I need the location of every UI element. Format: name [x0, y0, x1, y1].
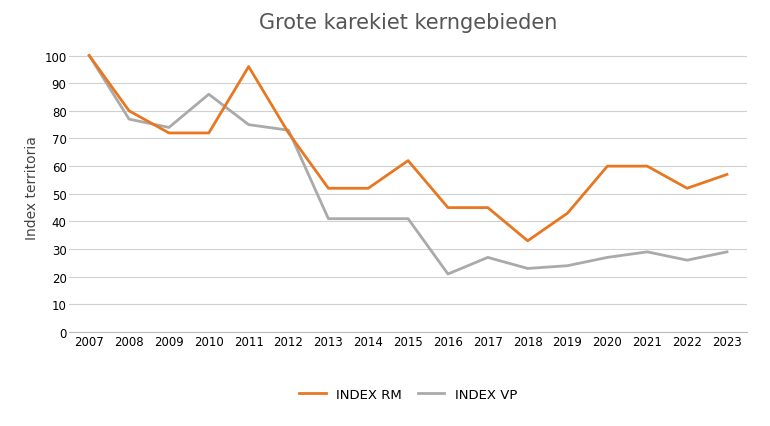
- INDEX VP: [323, 216, 333, 222]
- INDEX VP: [403, 216, 413, 222]
- INDEX RM: [444, 206, 453, 211]
- INDEX RM: [563, 211, 572, 216]
- INDEX RM: [682, 186, 691, 191]
- INDEX RM: [603, 164, 612, 169]
- INDEX RM: [204, 131, 213, 136]
- INDEX VP: [444, 272, 453, 277]
- INDEX RM: [403, 158, 413, 164]
- INDEX RM: [284, 131, 293, 136]
- INDEX VP: [603, 255, 612, 260]
- INDEX VP: [523, 266, 532, 271]
- INDEX VP: [284, 128, 293, 133]
- INDEX RM: [323, 186, 333, 191]
- INDEX RM: [85, 54, 94, 59]
- INDEX VP: [125, 117, 134, 122]
- INDEX RM: [164, 131, 173, 136]
- INDEX VP: [204, 92, 213, 98]
- INDEX VP: [643, 250, 652, 255]
- Line: INDEX RM: INDEX RM: [89, 56, 727, 241]
- INDEX VP: [164, 126, 173, 131]
- INDEX VP: [682, 258, 691, 263]
- INDEX VP: [722, 250, 732, 255]
- INDEX RM: [722, 173, 732, 178]
- INDEX RM: [484, 206, 493, 211]
- INDEX VP: [363, 216, 373, 222]
- INDEX RM: [244, 65, 253, 70]
- Title: Grote karekiet kerngebieden: Grote karekiet kerngebieden: [259, 13, 557, 33]
- INDEX RM: [363, 186, 373, 191]
- INDEX VP: [85, 54, 94, 59]
- INDEX RM: [125, 109, 134, 114]
- INDEX VP: [563, 264, 572, 269]
- INDEX VP: [244, 123, 253, 128]
- Y-axis label: Index territoria: Index territoria: [25, 135, 38, 239]
- INDEX RM: [643, 164, 652, 169]
- INDEX VP: [484, 255, 493, 260]
- INDEX RM: [523, 239, 532, 244]
- Legend: INDEX RM, INDEX VP: INDEX RM, INDEX VP: [300, 388, 517, 401]
- Line: INDEX VP: INDEX VP: [89, 56, 727, 274]
